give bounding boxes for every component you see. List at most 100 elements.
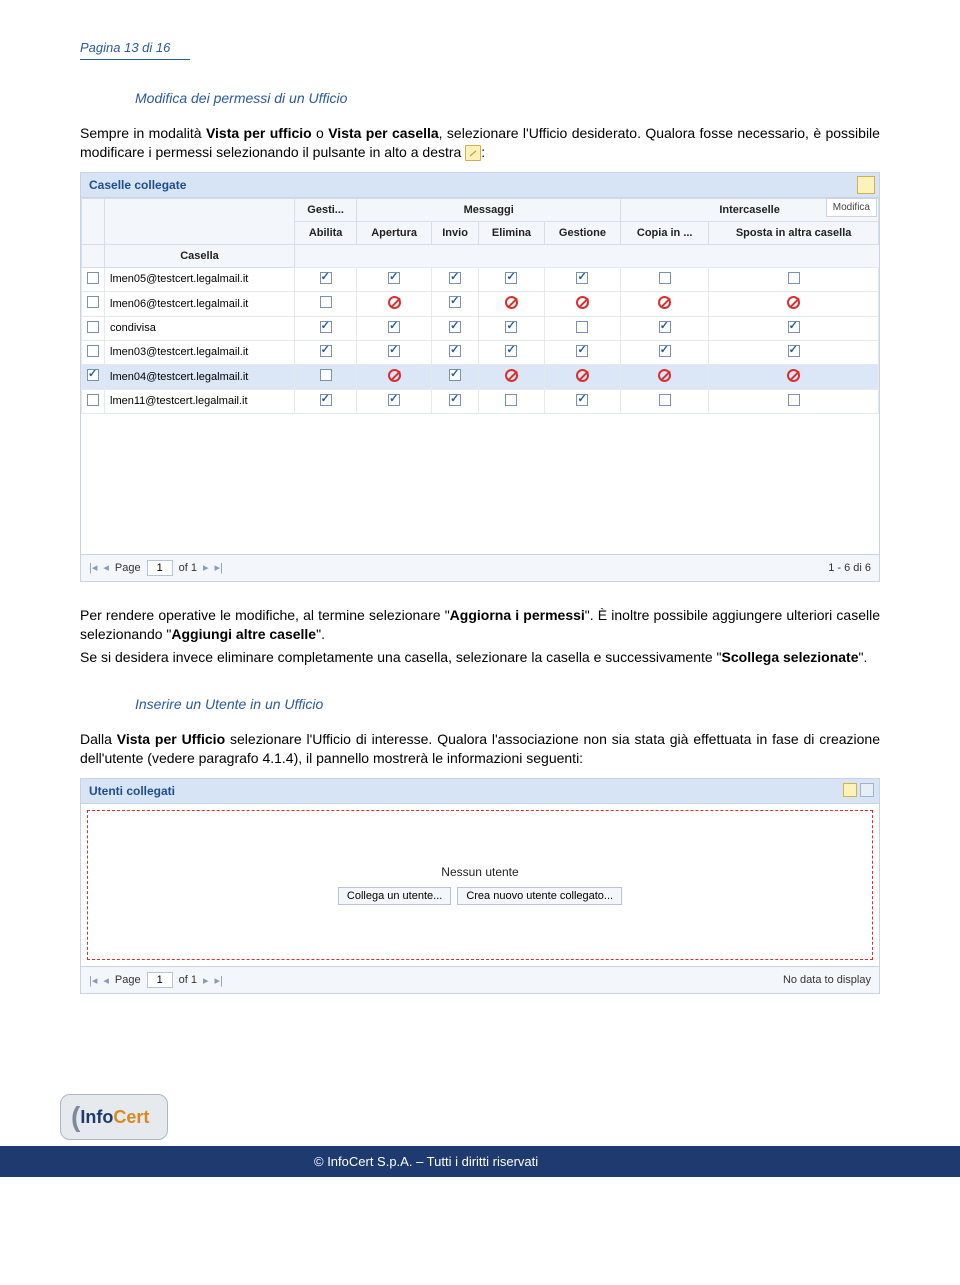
pencil-icon[interactable]	[857, 176, 875, 194]
collega-utente-button[interactable]: Collega un utente...	[338, 887, 451, 905]
col-copia: Copia in ...	[621, 221, 709, 244]
table-row[interactable]: condivisa	[82, 316, 879, 340]
paragraph-2: Per rendere operative le modifiche, al t…	[80, 606, 880, 644]
table-row[interactable]: lmen03@testcert.legalmail.it	[82, 340, 879, 364]
prev-page-icon[interactable]: ◂	[103, 561, 109, 574]
col-gestione: Gestione	[544, 221, 620, 244]
col-sposta: Sposta in altra casella	[709, 221, 879, 244]
deny-icon	[658, 296, 671, 309]
col-group-messaggi: Messaggi	[357, 198, 621, 221]
checkbox-empty-icon[interactable]	[659, 272, 671, 284]
col-casella: Casella	[105, 244, 295, 267]
col-apertura: Apertura	[357, 221, 432, 244]
checkbox-checked-icon[interactable]	[320, 321, 332, 333]
first-page-icon[interactable]: |◂	[89, 561, 97, 574]
page-input[interactable]	[147, 560, 173, 576]
checkbox-empty-icon[interactable]	[659, 394, 671, 406]
pencil-icon[interactable]	[843, 783, 857, 797]
col-invio: Invio	[431, 221, 478, 244]
checkbox-checked-icon[interactable]	[505, 272, 517, 284]
checkbox-checked-icon[interactable]	[449, 272, 461, 284]
checkbox-empty-icon[interactable]	[788, 272, 800, 284]
casella-cell: lmen04@testcert.legalmail.it	[105, 364, 295, 389]
checkbox-checked-icon[interactable]	[320, 345, 332, 357]
row-select-checkbox[interactable]	[87, 321, 99, 333]
checkbox-empty-icon[interactable]	[576, 321, 588, 333]
panel-header: Caselle collegate	[81, 173, 879, 198]
paragraph-1: Sempre in modalità Vista per ufficio o V…	[80, 124, 880, 162]
checkbox-checked-icon[interactable]	[505, 345, 517, 357]
checkbox-checked-icon[interactable]	[388, 272, 400, 284]
utenti-collegati-panel: Utenti collegati Nessun utente Collega u…	[80, 778, 880, 994]
checkbox-checked-icon[interactable]	[576, 272, 588, 284]
checkbox-checked-icon[interactable]	[449, 296, 461, 308]
casella-cell: lmen05@testcert.legalmail.it	[105, 267, 295, 291]
casella-cell: lmen11@testcert.legalmail.it	[105, 389, 295, 413]
pencil-icon	[465, 145, 481, 161]
checkbox-checked-icon[interactable]	[659, 345, 671, 357]
deny-icon	[388, 369, 401, 382]
next-page-icon[interactable]: ▸	[203, 561, 209, 574]
checkbox-checked-icon[interactable]	[576, 394, 588, 406]
checkbox-checked-icon[interactable]	[388, 345, 400, 357]
checkbox-empty-icon[interactable]	[788, 394, 800, 406]
casella-cell: condivisa	[105, 316, 295, 340]
checkbox-checked-icon[interactable]	[576, 345, 588, 357]
checkbox-checked-icon[interactable]	[505, 321, 517, 333]
col-group-gesti: Gesti...	[295, 198, 357, 221]
checkbox-empty-icon[interactable]	[505, 394, 517, 406]
section-title-2: Inserire un Utente in un Ufficio	[135, 696, 880, 712]
row-select-checkbox[interactable]	[87, 296, 99, 308]
chevron-down-icon[interactable]	[860, 783, 874, 797]
last-page-icon[interactable]: ▸|	[215, 974, 223, 987]
caselle-collegate-panel: Caselle collegate Modifica Gesti... Mess…	[80, 172, 880, 582]
checkbox-checked-icon[interactable]	[449, 369, 461, 381]
casella-cell: lmen06@testcert.legalmail.it	[105, 291, 295, 316]
row-select-checkbox[interactable]	[87, 394, 99, 406]
deny-icon	[505, 369, 518, 382]
page-input[interactable]	[147, 972, 173, 988]
row-select-checkbox[interactable]	[87, 369, 99, 381]
last-page-icon[interactable]: ▸|	[215, 561, 223, 574]
table-row[interactable]: lmen06@testcert.legalmail.it	[82, 291, 879, 316]
row-select-checkbox[interactable]	[87, 272, 99, 284]
checkbox-checked-icon[interactable]	[449, 394, 461, 406]
table-row[interactable]: lmen04@testcert.legalmail.it	[82, 364, 879, 389]
row-select-checkbox[interactable]	[87, 345, 99, 357]
empty-drop-area: Nessun utente Collega un utente... Crea …	[87, 810, 873, 960]
checkbox-empty-icon[interactable]	[320, 369, 332, 381]
modifica-tooltip: Modifica	[826, 198, 877, 217]
deny-icon	[787, 369, 800, 382]
checkbox-checked-icon[interactable]	[388, 394, 400, 406]
checkbox-checked-icon[interactable]	[788, 321, 800, 333]
checkbox-checked-icon[interactable]	[659, 321, 671, 333]
first-page-icon[interactable]: |◂	[89, 974, 97, 987]
table-row[interactable]: lmen05@testcert.legalmail.it	[82, 267, 879, 291]
checkbox-checked-icon[interactable]	[320, 272, 332, 284]
table-row[interactable]: lmen11@testcert.legalmail.it	[82, 389, 879, 413]
checkbox-checked-icon[interactable]	[320, 394, 332, 406]
paragraph-3: Se si desidera invece eliminare completa…	[80, 648, 880, 667]
checkbox-empty-icon[interactable]	[320, 296, 332, 308]
checkbox-checked-icon[interactable]	[388, 321, 400, 333]
next-page-icon[interactable]: ▸	[203, 974, 209, 987]
prev-page-icon[interactable]: ◂	[103, 974, 109, 987]
deny-icon	[658, 369, 671, 382]
pager: |◂ ◂ Page of 1 ▸ ▸| 1 - 6 di 6	[81, 554, 879, 581]
paragraph-4: Dalla Vista per Ufficio selezionare l'Uf…	[80, 730, 880, 768]
checkbox-checked-icon[interactable]	[449, 345, 461, 357]
infocert-logo: ( InfoCert	[60, 1094, 168, 1140]
panel2-header: Utenti collegati	[81, 779, 879, 804]
page-footer: ( InfoCert © InfoCert S.p.A. – Tutti i d…	[0, 1094, 960, 1177]
crea-utente-button[interactable]: Crea nuovo utente collegato...	[457, 887, 622, 905]
casella-cell: lmen03@testcert.legalmail.it	[105, 340, 295, 364]
col-elimina: Elimina	[479, 221, 545, 244]
no-data-label: No data to display	[783, 974, 871, 986]
deny-icon	[576, 369, 589, 382]
deny-icon	[505, 296, 518, 309]
checkbox-checked-icon[interactable]	[788, 345, 800, 357]
checkbox-checked-icon[interactable]	[449, 321, 461, 333]
section-title-1: Modifica dei permessi di un Ufficio	[135, 90, 880, 106]
deny-icon	[576, 296, 589, 309]
col-abilita: Abilita	[295, 221, 357, 244]
